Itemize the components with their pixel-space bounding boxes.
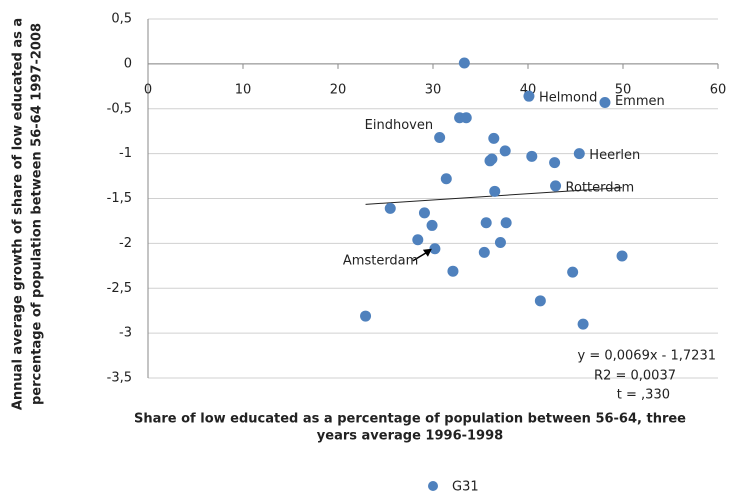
annotation: t = ,330 bbox=[617, 388, 670, 403]
point bbox=[573, 148, 585, 160]
y-tick-label: -0,5 bbox=[107, 101, 132, 116]
y-tick-label: 0 bbox=[124, 56, 132, 71]
point bbox=[460, 112, 472, 124]
point bbox=[526, 150, 538, 162]
point bbox=[360, 310, 372, 322]
point bbox=[550, 180, 562, 192]
y-tick-label: -1 bbox=[119, 146, 132, 161]
point-label: Rotterdam bbox=[566, 180, 635, 195]
annotation: R2 = 0,0037 bbox=[594, 369, 676, 384]
point bbox=[616, 250, 628, 262]
point-label: Emmen bbox=[615, 94, 665, 109]
point-label: Eindhoven bbox=[365, 118, 433, 133]
x-tick-label: 20 bbox=[330, 82, 347, 97]
point bbox=[426, 219, 438, 231]
y-axis-title: percentage of population between 56-64 1… bbox=[30, 23, 45, 405]
point bbox=[480, 217, 492, 229]
trendline-equation: y = 0,0069x - 1,7231 bbox=[578, 349, 716, 364]
point bbox=[384, 202, 396, 214]
point-label: Amsterdam bbox=[343, 253, 418, 268]
y-tick-label: -2 bbox=[119, 236, 132, 251]
x-tick-label: 50 bbox=[615, 82, 632, 97]
y-tick-label: -3 bbox=[119, 326, 132, 341]
point bbox=[488, 132, 500, 144]
point bbox=[440, 173, 452, 185]
point bbox=[486, 153, 498, 165]
point bbox=[429, 243, 441, 255]
x-axis-title: years average 1996-1998 bbox=[317, 429, 503, 444]
y-tick-label: -2,5 bbox=[107, 281, 132, 296]
point bbox=[500, 217, 512, 229]
point bbox=[549, 157, 561, 169]
arrow-head bbox=[422, 248, 432, 257]
point bbox=[494, 236, 506, 248]
point bbox=[412, 234, 424, 246]
legend-label: G31 bbox=[452, 480, 479, 493]
x-tick-label: 60 bbox=[710, 82, 727, 97]
point-label: Helmond bbox=[539, 91, 598, 106]
point bbox=[489, 185, 501, 197]
point bbox=[577, 318, 589, 330]
x-axis-title: Share of low educated as a percentage of… bbox=[134, 412, 686, 427]
legend-marker bbox=[428, 481, 438, 491]
y-tick-label: -3,5 bbox=[107, 371, 132, 386]
point bbox=[599, 96, 611, 108]
point bbox=[478, 246, 490, 258]
y-axis-title: Annual average growth of share of low ed… bbox=[11, 18, 26, 410]
point bbox=[447, 265, 459, 277]
point bbox=[434, 131, 446, 143]
point bbox=[418, 207, 430, 219]
y-tick-label: 0,5 bbox=[111, 12, 132, 27]
y-tick-label: -1,5 bbox=[107, 191, 132, 206]
x-tick-label: 30 bbox=[425, 82, 442, 97]
point bbox=[567, 266, 579, 278]
point bbox=[499, 145, 511, 157]
point bbox=[534, 295, 546, 307]
point bbox=[523, 90, 535, 102]
x-tick-label: 0 bbox=[144, 82, 152, 97]
point-label: Heerlen bbox=[589, 148, 640, 163]
x-tick-label: 10 bbox=[235, 82, 252, 97]
point bbox=[458, 57, 470, 69]
